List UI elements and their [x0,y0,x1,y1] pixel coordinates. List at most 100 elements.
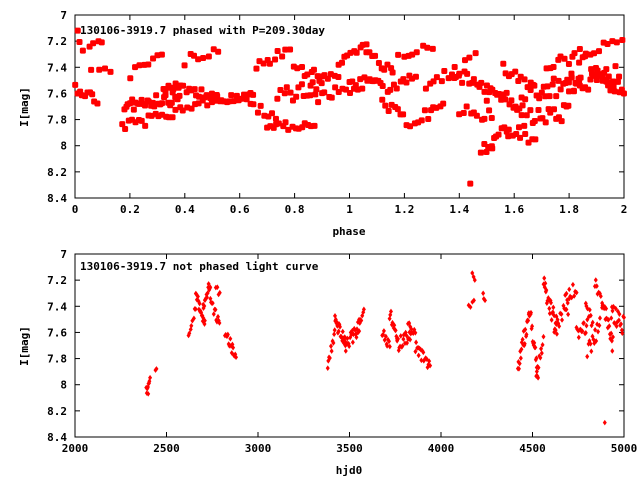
data-point [534,373,539,379]
data-point [215,284,220,290]
x-tick-label: 0 [72,203,79,216]
x-tick-label: 3000 [245,442,272,455]
y-tick-label: 7 [60,9,67,22]
data-point [195,293,200,300]
data-point [393,327,398,334]
data-point [215,48,222,55]
data-point [272,56,279,63]
data-point [610,83,617,90]
data-point [598,293,603,299]
data-point [591,50,598,57]
data-point [594,338,599,344]
data-point [591,336,596,343]
data-point [519,102,526,109]
data-point [576,59,583,66]
data-point [539,345,544,352]
data-point [456,111,463,118]
data-point [610,348,615,354]
data-point [609,315,614,321]
data-point [421,349,426,356]
data-point [243,96,250,103]
data-point [429,45,436,52]
data-point [571,50,578,57]
data-point [565,300,570,306]
axis-ticks-bottom: 2000 2500 3000 3500 4000 4500 5000 7 7.2 7.4 7.6 7.… [47,248,637,455]
data-point [550,75,557,82]
data-point [527,86,534,93]
data-point [142,122,149,129]
data-point [360,312,365,319]
data-point [534,355,539,361]
data-point [466,302,471,309]
data-point [328,94,335,101]
unphased-light-curve-panel: 2000 2500 3000 3500 4000 4500 5000 7 7.2 7.4 7.6 7.… [18,248,637,477]
data-point [168,99,175,106]
data-point [516,366,521,372]
data-point [528,309,533,316]
data-point [189,322,194,329]
data-point [309,79,316,86]
data-point [180,82,187,89]
y-tick-label: 7.6 [47,326,67,339]
data-point [421,107,428,114]
x-tick-label: 3500 [336,442,363,455]
data-point [425,364,430,371]
data-point [407,123,414,130]
data-point [388,308,393,315]
data-point [552,329,557,335]
data-point [138,117,145,124]
data-point [508,97,515,104]
data-point [558,118,565,125]
data-point [331,340,336,346]
data-point [467,180,474,187]
data-point [597,290,602,297]
data-point [294,65,301,72]
data-point [596,328,601,335]
data-point [381,328,386,334]
data-point [127,75,134,82]
data-point [385,107,392,114]
data-point [234,354,239,361]
data-point [208,284,213,291]
data-point [565,60,572,67]
data-point [617,311,622,317]
data-point [202,321,207,327]
y-tick-label: 7.8 [47,353,67,366]
data-point [402,340,407,347]
data-point [354,334,359,341]
data-point [606,316,611,323]
data-point [470,270,475,276]
data-point [619,37,626,44]
x-tick-label: 4500 [519,442,546,455]
data-point [107,68,114,75]
data-point [536,364,541,371]
x-tick-label: 5000 [611,442,638,455]
data-point [517,360,522,367]
data-point [551,304,556,311]
x-axis-label-bottom: hjd0 [336,464,363,477]
data-point [205,53,212,60]
data-point [275,120,282,127]
data-point [616,73,623,80]
data-point [250,101,257,108]
data-point [472,277,477,283]
data-point [555,316,560,323]
data-point [522,96,529,103]
data-point [381,66,388,73]
data-point [459,79,466,86]
data-point [217,289,222,296]
data-point [359,317,364,324]
data-point [418,346,423,353]
data-point [460,110,467,117]
data-point [388,312,393,318]
data-point [553,320,558,326]
data-point [202,303,207,309]
x-tick-label: 4000 [428,442,455,455]
data-point [393,85,400,92]
x-tick-label: 1.8 [559,203,579,216]
data-point [200,55,207,62]
data-point [564,290,569,297]
data-point [318,80,325,87]
data-point [433,74,440,81]
data-point [204,102,211,109]
